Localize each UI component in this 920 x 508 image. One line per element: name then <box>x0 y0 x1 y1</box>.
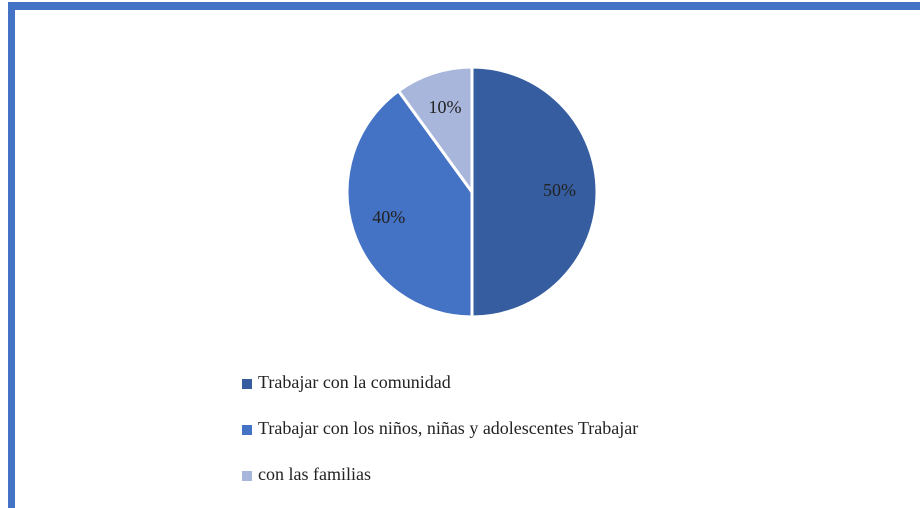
legend-label: con las familias <box>258 464 371 484</box>
legend-label: Trabajar con los niños, niñas y adolesce… <box>258 418 638 438</box>
frame-top <box>8 2 920 10</box>
data-label: 40% <box>372 207 405 227</box>
legend-swatch <box>242 379 252 389</box>
data-label: 10% <box>428 97 461 117</box>
pie-slice <box>345 88 474 319</box>
pie-slice <box>396 65 474 197</box>
legend-swatch <box>242 471 252 481</box>
data-label: 50% <box>543 180 576 200</box>
frame-left <box>8 2 15 508</box>
pie-slice <box>470 65 599 319</box>
legend-swatch <box>242 425 252 435</box>
legend-label: Trabajar con la comunidad <box>258 372 451 392</box>
